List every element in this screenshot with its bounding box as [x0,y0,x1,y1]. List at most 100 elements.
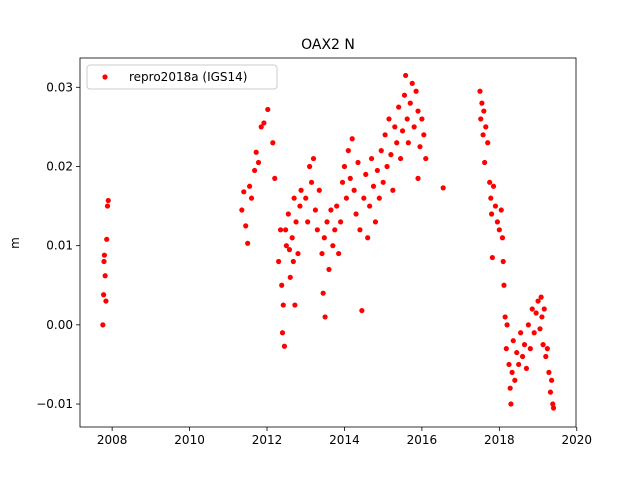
point [405,140,411,146]
point [105,197,111,204]
point [550,401,556,407]
point [489,254,495,261]
point [547,389,554,395]
point [368,155,375,162]
point [506,361,512,368]
legend-marker [102,74,108,80]
point [538,294,544,300]
point [423,155,429,162]
point [380,179,386,185]
point [488,211,495,217]
point [252,167,258,174]
y-tick-label: −0.01 [36,397,73,411]
point [101,292,107,298]
point [303,195,309,201]
point [388,152,394,158]
point [417,144,423,150]
point [359,307,365,314]
point [307,163,313,170]
x-tick-label: 2012 [252,433,283,447]
point [287,274,293,280]
point [382,132,388,138]
point [501,282,507,288]
point [101,252,107,258]
point [367,203,373,209]
point [512,377,518,383]
point [101,258,107,265]
point [261,120,267,126]
point [409,80,415,86]
point [100,322,106,328]
point [529,306,535,312]
point [357,227,363,233]
point [544,346,550,352]
legend-label: repro2018a (IGS14) [129,70,247,84]
point [482,159,488,166]
point [355,159,361,166]
point [290,258,296,265]
point [509,369,515,375]
point [378,148,384,154]
point [258,124,264,130]
point [499,235,506,241]
point [270,140,276,146]
point [500,258,506,265]
point [478,116,484,122]
y-axis-label: m [8,237,22,249]
x-tick-label: 2020 [562,433,593,447]
point [248,195,255,201]
point [320,290,326,296]
point [104,203,111,209]
point [479,100,485,106]
point [487,179,493,185]
point [549,377,555,383]
point [523,365,530,372]
point [298,187,304,193]
point [543,353,549,360]
point [365,235,371,241]
point [293,219,299,225]
point [243,223,249,229]
point [533,310,539,316]
point [502,314,508,320]
point [415,175,421,181]
point [277,227,284,233]
point [279,330,286,336]
point [531,330,537,336]
series [100,72,557,411]
point [386,116,392,122]
point [280,302,286,308]
point [404,116,410,122]
point [326,266,332,273]
x-tick-label: 2008 [97,433,128,447]
point [510,338,516,344]
point [392,124,398,130]
point [353,211,359,217]
y-tick-label: 0.02 [46,159,73,173]
point [349,136,355,142]
y-tick-label: 0.01 [46,239,73,253]
y-tick-label: 0.00 [46,318,73,332]
point [324,219,330,225]
point [374,167,380,174]
point [289,235,295,241]
point [401,92,408,98]
point [413,88,419,94]
point [537,326,543,332]
point [245,240,251,246]
point [292,302,298,308]
point [480,132,486,138]
point [394,140,400,146]
point [539,314,545,320]
point [321,235,327,241]
legend: repro2018a (IGS14) [86,64,278,90]
point [508,401,514,407]
point [322,314,328,320]
point [481,108,487,114]
point [407,100,413,106]
point [295,250,301,257]
point [521,342,528,348]
point [525,322,531,328]
point [535,298,541,304]
